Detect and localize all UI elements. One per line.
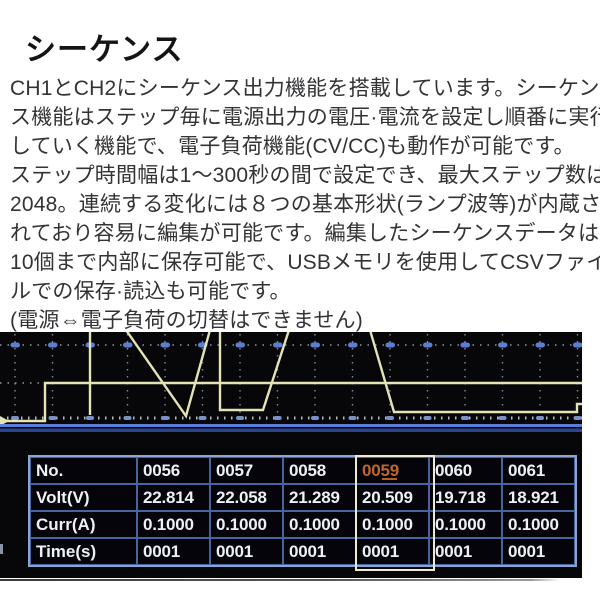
paragraph-note-line: (電源⇔電子負荷の切替はできません): [10, 309, 363, 332]
page-title: シーケンス: [25, 32, 184, 67]
step-curr-cell: 0.1000: [210, 511, 283, 538]
step-no-cell-selected: 0059: [356, 457, 429, 484]
step-volt-cell: 22.058: [210, 484, 283, 511]
photo-shadow-rule: [0, 579, 560, 581]
step-no-cell: 0058: [283, 457, 356, 484]
step-no-cell: 0061: [502, 457, 575, 484]
sequence-screen-photo: No. 0056 0057 0058 0059 0060 0061 Volt(V…: [0, 332, 582, 578]
paragraph-line: れており容易に編集が可能です。編集したシーケンスデータは: [10, 222, 600, 245]
step-volt-cell: 21.289: [283, 484, 356, 511]
step-time-cell: 0001: [502, 538, 575, 565]
description-paragraph: CH1とCH2にシーケンス出力機能を搭載しています。シーケン ス機能はステップ毎…: [10, 74, 600, 335]
sequence-step-table: No. 0056 0057 0058 0059 0060 0061 Volt(V…: [28, 455, 577, 571]
row-label-curr: Curr(A): [30, 511, 137, 538]
photo-edge-artifact: [0, 544, 3, 554]
paragraph-line: ス機能はステップ毎に電源出力の電圧·電流を設定し順番に実行: [10, 106, 600, 129]
step-curr-cell: 0.1000: [429, 511, 502, 538]
step-time-cell: 0001: [356, 538, 429, 565]
step-curr-cell: 0.1000: [137, 511, 210, 538]
step-time-cell: 0001: [210, 538, 283, 565]
step-volt-cell: 22.814: [137, 484, 210, 511]
step-no-cell: 0056: [137, 457, 210, 484]
waveform-display: [0, 332, 582, 432]
step-time-cell: 0001: [137, 538, 210, 565]
row-label-time: Time(s): [30, 538, 137, 565]
separator-band-bright: [0, 424, 582, 427]
waveform-trace-ch1: [2, 381, 582, 423]
step-no-cell: 0060: [429, 457, 502, 484]
step-curr-cell: 0.1000: [283, 511, 356, 538]
paragraph-line: 10個まで内部に保存可能で、USBメモリを使用してCSVファイ: [10, 251, 600, 274]
step-volt-cell: 20.509: [356, 484, 429, 511]
separator-band-dark: [0, 428, 582, 432]
row-label-no: No.: [30, 457, 137, 484]
paragraph-line: ルでの保存·読込も可能です。: [10, 280, 291, 303]
paragraph-line: していく機能で、電子負荷機能(CV/CC)も動作が可能です。: [10, 135, 575, 158]
step-volt-cell: 19.718: [429, 484, 502, 511]
grid-horizontal-dots: [0, 344, 582, 384]
grid-vertical-dots: [14, 334, 579, 421]
step-curr-cell: 0.1000: [356, 511, 429, 538]
step-time-cell: 0001: [283, 538, 356, 565]
step-time-cell: 0001: [429, 538, 502, 565]
trace-start-marker-icon: [0, 416, 9, 426]
row-label-volt: Volt(V): [30, 484, 137, 511]
step-curr-cell: 0.1000: [502, 511, 575, 538]
step-no-cell: 0057: [210, 457, 283, 484]
paragraph-line: 2048。連続する変化には８つの基本形状(ランプ波等)が内蔵さ: [10, 193, 600, 216]
paragraph-line: ステップ時間幅は1～300秒の間で設定でき、最大ステップ数は: [10, 164, 600, 187]
paragraph-line: CH1とCH2にシーケンス出力機能を搭載しています。シーケン: [10, 77, 600, 100]
step-volt-cell: 18.921: [502, 484, 575, 511]
waveform-trace-ch2: [88, 332, 582, 419]
